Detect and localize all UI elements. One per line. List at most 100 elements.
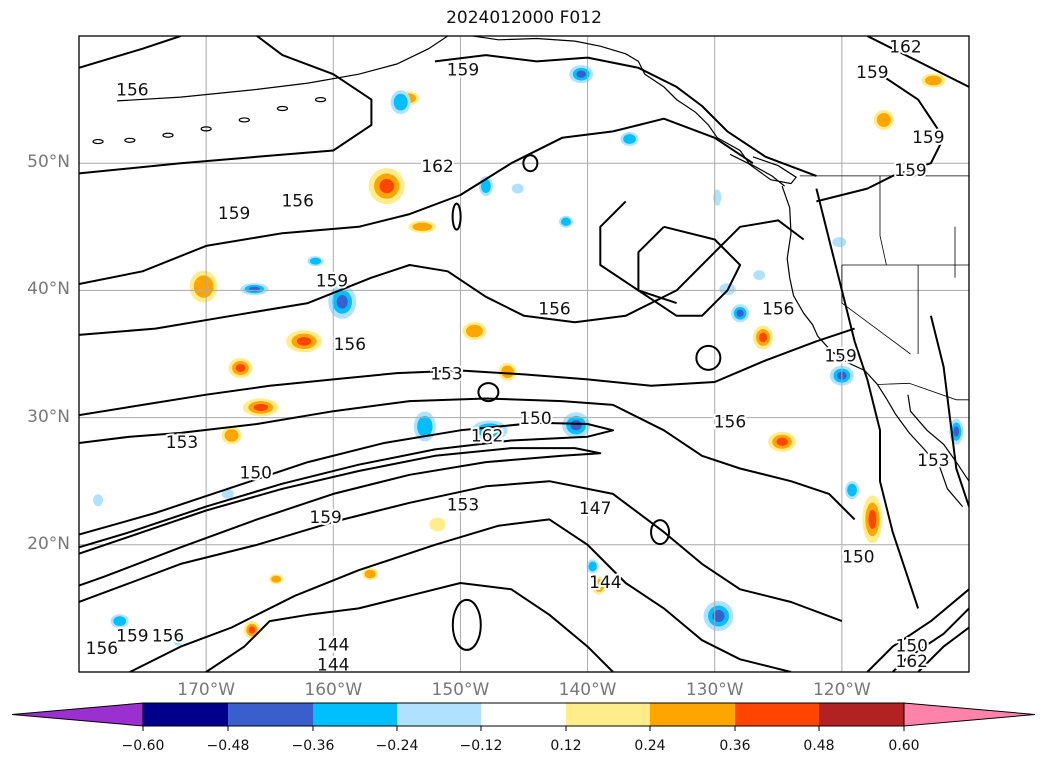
border-line bbox=[879, 175, 887, 266]
contour-line bbox=[929, 315, 969, 507]
contour-label: 153 bbox=[430, 364, 462, 384]
coastline bbox=[92, 36, 969, 507]
contour-label: 159 bbox=[218, 204, 250, 224]
border-line bbox=[877, 382, 969, 401]
anomaly-patch bbox=[576, 70, 587, 78]
anomaly-patch bbox=[623, 134, 636, 144]
contour-line bbox=[79, 397, 856, 521]
closed-contour bbox=[477, 382, 500, 403]
anomaly-patch bbox=[417, 416, 433, 438]
closed-contour bbox=[650, 519, 671, 546]
longitude-label: 140°W bbox=[558, 680, 617, 700]
anomaly-patch bbox=[570, 420, 582, 431]
contour-labels: 1561591621591561591561561531501621531501… bbox=[84, 36, 952, 676]
colorbar-frame bbox=[142, 702, 905, 727]
anomaly-patch bbox=[296, 336, 312, 346]
latitude-label: 40°N bbox=[27, 279, 70, 300]
contour-label: 156 bbox=[152, 626, 184, 646]
anomaly-patch bbox=[393, 93, 408, 111]
anomaly-patch bbox=[868, 509, 877, 529]
coastline-segment bbox=[117, 36, 449, 102]
colorbar-segment bbox=[735, 703, 819, 726]
longitude-label: 170°W bbox=[177, 680, 236, 700]
island bbox=[200, 126, 212, 132]
colorbar-segment bbox=[819, 703, 904, 726]
contour-label: 153 bbox=[447, 495, 479, 515]
coastline-segment bbox=[781, 185, 964, 507]
contour-line bbox=[599, 200, 677, 305]
contour-label: 156 bbox=[762, 299, 794, 319]
island bbox=[162, 132, 174, 138]
anomaly-patch bbox=[759, 332, 768, 343]
contour-label: 144 bbox=[317, 635, 349, 655]
anomaly-patch bbox=[736, 309, 744, 317]
contour-label: 144 bbox=[589, 573, 621, 593]
contour-label: 150 bbox=[842, 548, 874, 568]
colorbar-segment bbox=[481, 703, 566, 726]
contour-label: 147 bbox=[579, 499, 611, 519]
anomaly-patch bbox=[925, 75, 942, 86]
colorbar-tick-label: 0.36 bbox=[719, 738, 751, 754]
island bbox=[92, 138, 104, 145]
contour-label: 159 bbox=[824, 347, 856, 367]
contour-line bbox=[79, 480, 843, 623]
latitude-label: 20°N bbox=[27, 533, 70, 554]
contour-label: 156 bbox=[714, 413, 746, 433]
anomaly-patch bbox=[253, 403, 269, 412]
map-frame bbox=[78, 35, 970, 673]
anomaly-patch bbox=[336, 295, 348, 309]
contour-line bbox=[917, 626, 969, 672]
anomaly-patch bbox=[847, 483, 857, 497]
closed-contour bbox=[522, 154, 539, 173]
contour-label: 153 bbox=[917, 451, 949, 471]
anomaly-patch bbox=[271, 575, 281, 583]
colorbar-tick-label: −0.24 bbox=[375, 738, 419, 754]
contour-label: 153 bbox=[166, 433, 198, 453]
anomaly-patch bbox=[511, 183, 524, 194]
colorbar bbox=[11, 702, 1036, 731]
contour-line bbox=[637, 225, 742, 317]
anomaly-patch bbox=[113, 616, 126, 627]
colorbar-segment bbox=[313, 703, 397, 726]
anomaly-patch bbox=[309, 257, 322, 265]
anomaly-patch bbox=[379, 178, 394, 194]
colorbar-segment bbox=[143, 703, 228, 726]
anomaly-patch bbox=[713, 189, 722, 206]
contour-label: 156 bbox=[86, 639, 118, 659]
island bbox=[276, 105, 289, 112]
anomaly-patch bbox=[93, 494, 104, 507]
anomaly-patch bbox=[412, 222, 433, 231]
colorbar-tick-label: −0.12 bbox=[459, 738, 503, 754]
longitude-label: 120°W bbox=[812, 680, 871, 700]
anomaly-patch bbox=[235, 363, 246, 372]
contour-label: 150 bbox=[240, 464, 272, 484]
colorbar-tick-label: −0.60 bbox=[121, 738, 165, 754]
contour-line bbox=[79, 117, 754, 285]
contour-label: 162 bbox=[896, 652, 928, 672]
contour-line bbox=[866, 36, 969, 88]
contour-label: 159 bbox=[116, 626, 148, 646]
island bbox=[238, 117, 250, 123]
contour-label: 162 bbox=[889, 37, 921, 57]
height-contours bbox=[79, 36, 969, 672]
contour-label: 144 bbox=[317, 656, 349, 676]
anomaly-patch bbox=[174, 634, 182, 644]
island bbox=[124, 137, 136, 143]
anomaly-patch bbox=[588, 561, 597, 572]
contour-label: 150 bbox=[519, 409, 551, 429]
anomaly-patch bbox=[712, 610, 725, 623]
colorbar-tick-label: 0.60 bbox=[888, 738, 920, 754]
contour-label: 162 bbox=[471, 427, 503, 447]
anomaly-patch bbox=[561, 217, 571, 226]
shaded-anomaly-layer bbox=[93, 65, 964, 646]
anomaly-patch bbox=[953, 426, 960, 437]
longitude-label: 150°W bbox=[431, 680, 490, 700]
colorbar-extend-high bbox=[903, 702, 1036, 727]
colorbar-extend-low bbox=[11, 702, 144, 727]
contour-line bbox=[79, 447, 602, 587]
contour-line bbox=[79, 421, 614, 549]
colorbar-segment bbox=[650, 703, 735, 726]
longitude-label: 160°W bbox=[304, 680, 363, 700]
coastline-segment bbox=[907, 394, 969, 482]
anomaly-patch bbox=[224, 429, 239, 442]
